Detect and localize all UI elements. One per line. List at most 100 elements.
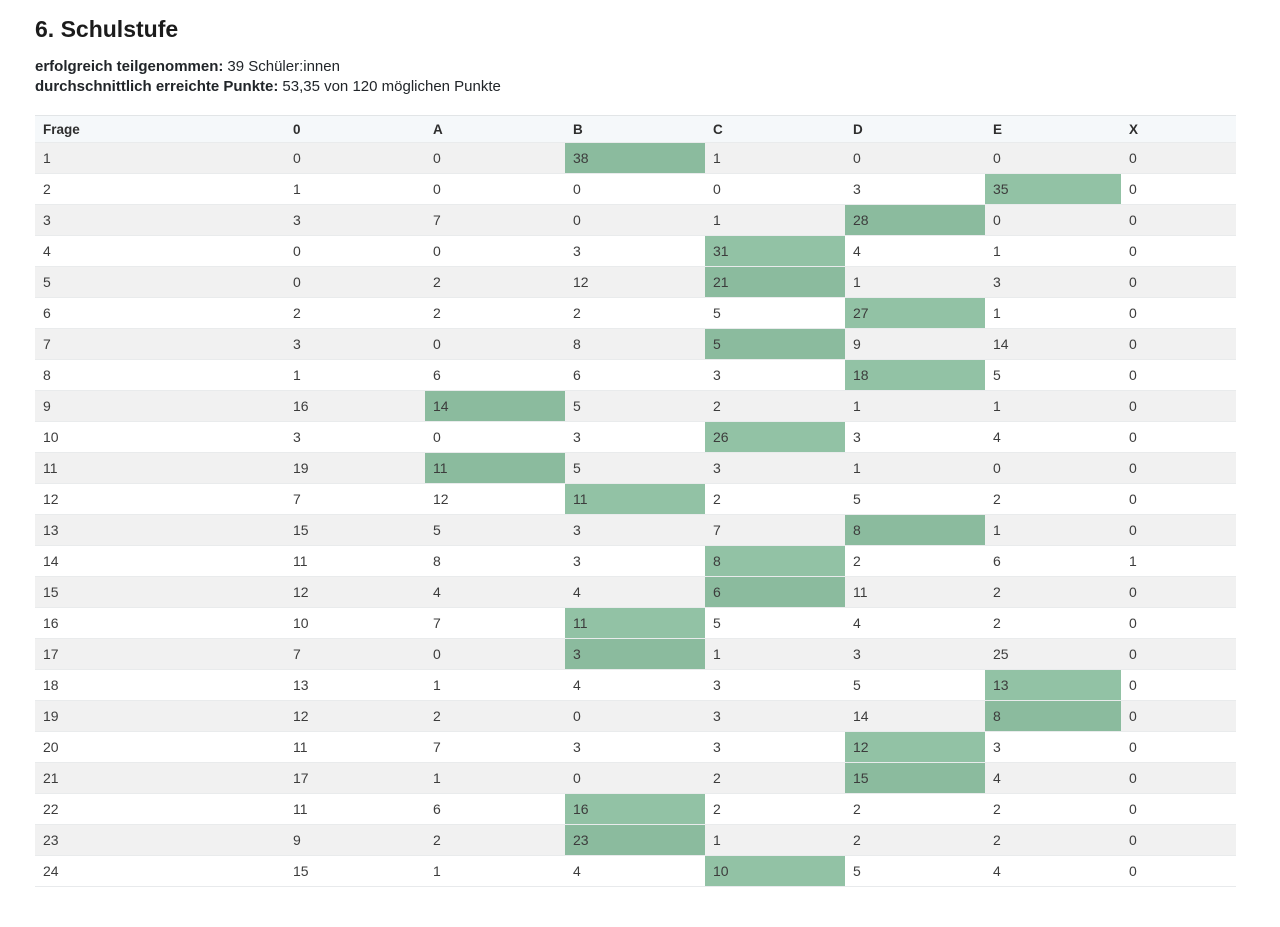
table-row-question-3: 3 3 7 0 1 28 0 0 [35, 204, 1236, 236]
answer-count-cell-e: 25 [985, 638, 1121, 670]
answer-count-cell-c: 3 [705, 669, 845, 701]
results-table: Frage 0 A B C D E X 1 0 0 38 1 0 0 0 2 1 0 0 0 3 35 0 3 3 7 0 1 28 0 0… [35, 115, 1236, 887]
answer-count-cell-d: 27 [845, 297, 985, 329]
answer-count-cell-a: 0 [425, 173, 565, 205]
answer-count-cell-0: 3 [285, 328, 425, 360]
table-row-question-20: 20 11 7 3 3 12 3 0 [35, 731, 1236, 763]
answer-count-cell-0: 15 [285, 855, 425, 887]
answer-count-cell-0: 0 [285, 142, 425, 174]
answer-count-cell-d: 2 [845, 824, 985, 856]
answer-count-cell-x: 0 [1121, 452, 1236, 484]
table-row-question-17: 17 7 0 3 1 3 25 0 [35, 638, 1236, 670]
table-row-question-10: 10 3 0 3 26 3 4 0 [35, 421, 1236, 453]
answer-count-cell-e: 1 [985, 514, 1121, 546]
answer-count-cell-x: 0 [1121, 390, 1236, 422]
column-header-b: B [573, 121, 583, 137]
table-row-question-15: 15 12 4 4 6 11 2 0 [35, 576, 1236, 608]
answer-count-cell-a: 0 [425, 328, 565, 360]
answer-count-cell-c: 26 [705, 421, 845, 453]
table-row-question-11: 11 19 11 5 3 1 0 0 [35, 452, 1236, 484]
table-row-question-5: 5 0 2 12 21 1 3 0 [35, 266, 1236, 298]
answer-count-cell-x: 0 [1121, 266, 1236, 298]
column-header-frage: Frage [43, 121, 80, 137]
answer-count-cell-a: 14 [425, 390, 565, 422]
question-number-cell: 7 [35, 328, 285, 360]
answer-count-cell-d: 4 [845, 235, 985, 267]
answer-count-cell-c: 31 [705, 235, 845, 267]
answer-count-cell-d: 11 [845, 576, 985, 608]
question-number-cell: 9 [35, 390, 285, 422]
answer-count-cell-a: 0 [425, 638, 565, 670]
answer-count-cell-x: 0 [1121, 793, 1236, 825]
table-row-question-21: 21 17 1 0 2 15 4 0 [35, 762, 1236, 794]
answer-count-cell-b: 0 [565, 700, 705, 732]
question-number-cell: 16 [35, 607, 285, 639]
answer-count-cell-x: 0 [1121, 607, 1236, 639]
answer-count-cell-d: 1 [845, 390, 985, 422]
question-number-cell: 19 [35, 700, 285, 732]
answer-count-cell-d: 5 [845, 855, 985, 887]
table-row-question-12: 12 7 12 11 2 5 2 0 [35, 483, 1236, 515]
question-number-cell: 20 [35, 731, 285, 763]
answer-count-cell-b: 3 [565, 421, 705, 453]
question-number-cell: 5 [35, 266, 285, 298]
results-table-head-row: Frage 0 A B C D E X [35, 115, 1236, 143]
question-number-cell: 6 [35, 297, 285, 329]
answer-count-cell-d: 14 [845, 700, 985, 732]
answer-count-cell-e: 6 [985, 545, 1121, 577]
answer-count-cell-e: 5 [985, 359, 1121, 391]
table-row-question-4: 4 0 0 3 31 4 1 0 [35, 235, 1236, 267]
question-number-cell: 11 [35, 452, 285, 484]
answer-count-cell-x: 0 [1121, 142, 1236, 174]
answer-count-cell-0: 17 [285, 762, 425, 794]
answer-count-cell-e: 0 [985, 452, 1121, 484]
answer-count-cell-x: 0 [1121, 328, 1236, 360]
answer-count-cell-e: 2 [985, 483, 1121, 515]
question-number-cell: 4 [35, 235, 285, 267]
table-row-question-13: 13 15 5 3 7 8 1 0 [35, 514, 1236, 546]
page-title: 6. Schulstufe [35, 16, 179, 42]
answer-count-cell-a: 2 [425, 700, 565, 732]
answer-count-cell-0: 1 [285, 359, 425, 391]
meta-average-points-label: durchschnittlich erreichte Punkte: [35, 78, 279, 95]
answer-count-cell-x: 0 [1121, 855, 1236, 887]
answer-count-cell-0: 10 [285, 607, 425, 639]
answer-count-cell-e: 0 [985, 142, 1121, 174]
answer-count-cell-d: 15 [845, 762, 985, 794]
question-number-cell: 3 [35, 204, 285, 236]
question-number-cell: 1 [35, 142, 285, 174]
answer-count-cell-c: 10 [705, 855, 845, 887]
answer-count-cell-0: 19 [285, 452, 425, 484]
answer-count-cell-a: 0 [425, 142, 565, 174]
question-number-cell: 2 [35, 173, 285, 205]
answer-count-cell-0: 15 [285, 514, 425, 546]
answer-count-cell-a: 1 [425, 855, 565, 887]
answer-count-cell-x: 0 [1121, 576, 1236, 608]
answer-count-cell-a: 7 [425, 204, 565, 236]
answer-count-cell-e: 0 [985, 204, 1121, 236]
column-header-x: X [1129, 121, 1139, 137]
answer-count-cell-e: 4 [985, 855, 1121, 887]
answer-count-cell-e: 4 [985, 762, 1121, 794]
column-header-e: E [993, 121, 1003, 137]
answer-count-cell-c: 8 [705, 545, 845, 577]
answer-count-cell-d: 2 [845, 545, 985, 577]
answer-count-cell-0: 7 [285, 638, 425, 670]
answer-count-cell-b: 4 [565, 576, 705, 608]
answer-count-cell-d: 3 [845, 421, 985, 453]
answer-count-cell-a: 0 [425, 235, 565, 267]
answer-count-cell-e: 35 [985, 173, 1121, 205]
answer-count-cell-x: 0 [1121, 762, 1236, 794]
answer-count-cell-c: 6 [705, 576, 845, 608]
answer-count-cell-b: 2 [565, 297, 705, 329]
answer-count-cell-x: 1 [1121, 545, 1236, 577]
answer-count-cell-b: 4 [565, 669, 705, 701]
answer-count-cell-x: 0 [1121, 173, 1236, 205]
page: 6. Schulstufe erfolgreich teilgenommen: 3… [35, 16, 1236, 887]
question-number-cell: 18 [35, 669, 285, 701]
answer-count-cell-x: 0 [1121, 483, 1236, 515]
answer-count-cell-0: 11 [285, 793, 425, 825]
answer-count-cell-d: 28 [845, 204, 985, 236]
answer-count-cell-0: 0 [285, 266, 425, 298]
table-row-question-2: 2 1 0 0 0 3 35 0 [35, 173, 1236, 205]
